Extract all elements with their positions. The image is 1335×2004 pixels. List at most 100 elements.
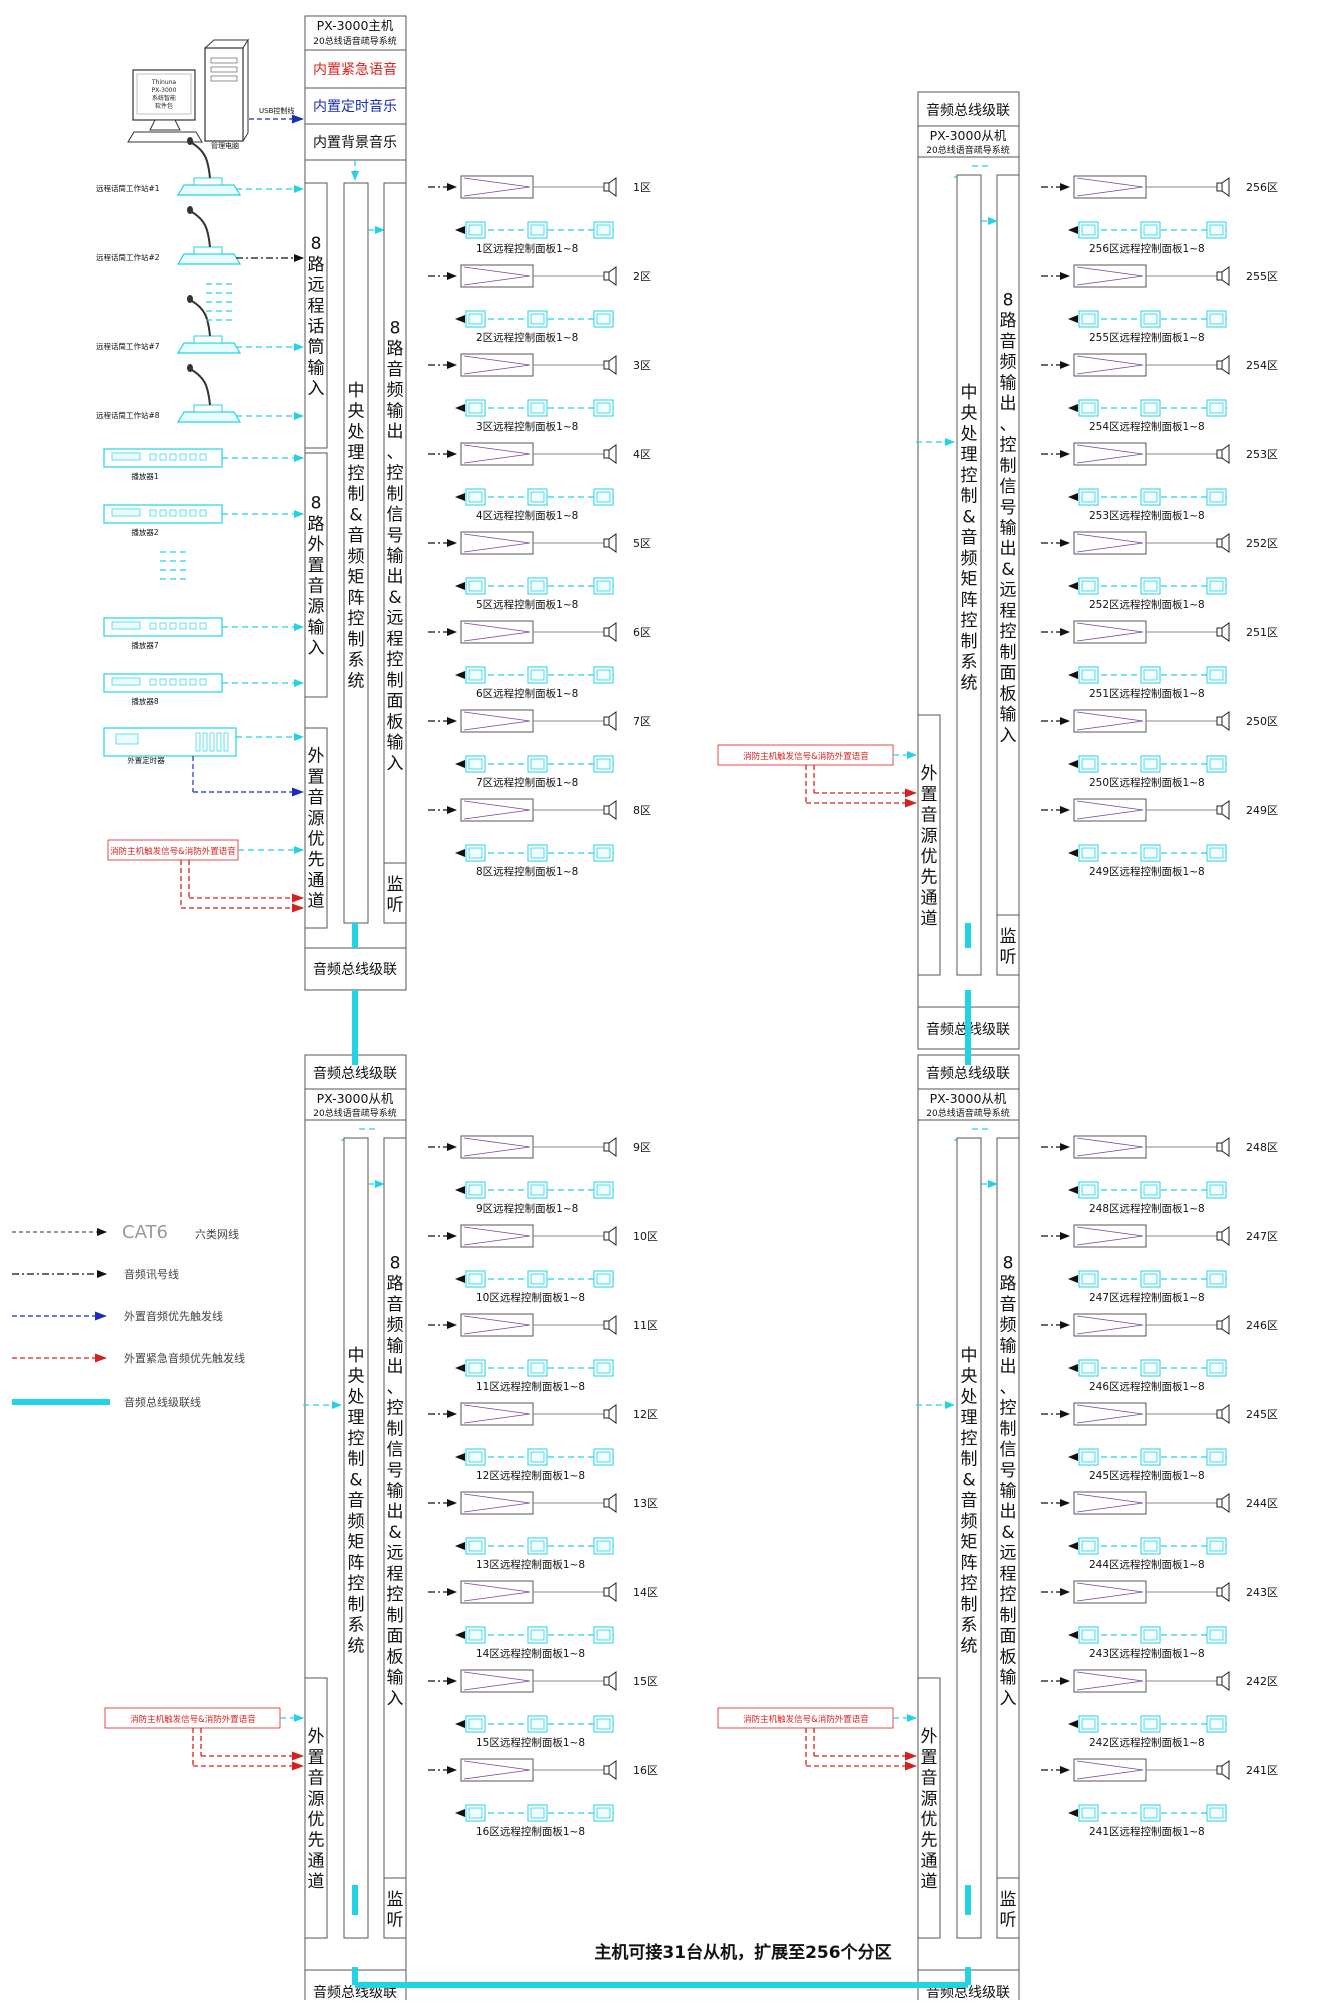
vertical-char: 程 bbox=[387, 1564, 404, 1584]
vertical-char: 板 bbox=[387, 712, 404, 732]
amplifier-icon bbox=[1076, 1226, 1144, 1246]
vertical-char: 外 bbox=[921, 764, 938, 784]
control-panel-icon bbox=[1209, 669, 1224, 681]
vertical-char: 处 bbox=[961, 1387, 978, 1407]
vertical-char: 信 bbox=[1000, 477, 1017, 497]
vertical-char: 程 bbox=[387, 629, 404, 649]
speaker-icon bbox=[608, 711, 617, 731]
speaker-icon bbox=[603, 1676, 610, 1686]
player-button-icon bbox=[159, 453, 167, 461]
panel-label: 250区远程控制面板1~8 bbox=[1089, 776, 1205, 789]
zone-label: 16区 bbox=[633, 1764, 658, 1777]
vertical-char: 控 bbox=[348, 1574, 365, 1594]
vertical-char: 系 bbox=[348, 651, 365, 671]
monitor-box bbox=[996, 1877, 1020, 1939]
vertical-char: 系 bbox=[348, 1616, 365, 1636]
vertical-char: 处 bbox=[348, 1387, 365, 1407]
control-panel-icon bbox=[1081, 224, 1096, 236]
vertical-char: 输 bbox=[387, 733, 404, 753]
monitor-label: 监听 bbox=[387, 875, 404, 916]
player-button-icon bbox=[159, 678, 167, 686]
amplifier-icon bbox=[1076, 1760, 1144, 1780]
panel-label: 255区远程控制面板1~8 bbox=[1089, 331, 1205, 344]
vertical-char: 远 bbox=[308, 276, 325, 296]
control-panel-icon bbox=[1081, 1184, 1096, 1196]
mic-label: 远程话筒工作站#2 bbox=[96, 252, 160, 262]
pc-tower-icon bbox=[204, 38, 249, 142]
timer-button-icon bbox=[195, 732, 201, 752]
vertical-char: 中 bbox=[961, 1346, 978, 1366]
vertical-char: 制 bbox=[1000, 456, 1017, 476]
vertical-char: 道 bbox=[308, 892, 325, 912]
vertical-char: 出 bbox=[1000, 394, 1017, 414]
vertical-char: 理 bbox=[961, 1408, 978, 1428]
vertical-char: 号 bbox=[387, 1461, 404, 1481]
vertical-char: 源 bbox=[921, 1789, 938, 1809]
vertical-char: 央 bbox=[961, 1367, 978, 1387]
vertical-char: 8 bbox=[390, 318, 401, 338]
panel-label: 2区远程控制面板1~8 bbox=[476, 331, 578, 344]
monitor-stand-icon bbox=[149, 119, 181, 131]
drive-bay-icon bbox=[210, 66, 238, 73]
control-panel-icon bbox=[1081, 1451, 1096, 1463]
control-panel-icon bbox=[468, 669, 483, 681]
vertical-char: 制 bbox=[348, 1595, 365, 1615]
pc-screen-text: PX-3000 bbox=[152, 87, 177, 94]
control-panel-icon bbox=[1143, 1451, 1158, 1463]
speaker-icon bbox=[1216, 1320, 1223, 1330]
screen-icon bbox=[136, 73, 192, 115]
panel-label: 247区远程控制面板1~8 bbox=[1089, 1291, 1205, 1304]
speaker-icon bbox=[1221, 1760, 1230, 1780]
speaker-icon bbox=[608, 1760, 617, 1780]
host-title: PX-3000主机 bbox=[317, 18, 394, 33]
vertical-char: & bbox=[1001, 1523, 1014, 1543]
vertical-char: 路 bbox=[308, 255, 325, 275]
vertical-char: 央 bbox=[348, 1367, 365, 1387]
vertical-char: 入 bbox=[1000, 726, 1017, 746]
vertical-char: 控 bbox=[387, 1585, 404, 1605]
amplifier-icon bbox=[1076, 711, 1144, 731]
vertical-char: 、 bbox=[1000, 1378, 1017, 1398]
zone-label: 246区 bbox=[1246, 1319, 1278, 1332]
zone-label: 252区 bbox=[1246, 537, 1278, 550]
control-panel-icon bbox=[1143, 1273, 1158, 1285]
speaker-icon bbox=[608, 1582, 617, 1602]
vertical-char: 统 bbox=[961, 1636, 978, 1656]
speaker-icon bbox=[608, 177, 617, 197]
control-panel-icon bbox=[530, 580, 545, 592]
amplifier-icon bbox=[463, 1671, 531, 1691]
amplifier-icon bbox=[1076, 1137, 1144, 1157]
control-panel-icon bbox=[1081, 580, 1096, 592]
amplifier-icon bbox=[1076, 266, 1144, 286]
vertical-char: 通 bbox=[308, 1851, 325, 1871]
vertical-char: 中 bbox=[348, 381, 365, 401]
amplifier-icon bbox=[463, 533, 531, 553]
panel-label: 6区远程控制面板1~8 bbox=[476, 687, 578, 700]
vertical-char: 远 bbox=[1000, 581, 1017, 601]
mic-head-icon bbox=[187, 295, 193, 303]
vertical-char: 路 bbox=[308, 514, 325, 534]
slave-subtitle: 20总线语音疏导系统 bbox=[313, 1107, 396, 1119]
speaker-icon bbox=[603, 449, 610, 459]
control-panel-icon bbox=[468, 402, 483, 414]
vertical-char: 置 bbox=[921, 785, 938, 805]
zone-label: 256区 bbox=[1246, 181, 1278, 194]
vertical-char: 优 bbox=[308, 1810, 325, 1830]
control-panel-icon bbox=[596, 580, 611, 592]
fire-source-label: 消防主机触发信号&消防外置语音 bbox=[743, 751, 869, 762]
vertical-char: 理 bbox=[348, 443, 365, 463]
player-button-icon bbox=[179, 622, 187, 630]
player-button-icon bbox=[169, 678, 177, 686]
panel-label: 4区远程控制面板1~8 bbox=[476, 509, 578, 522]
vertical-char: 输 bbox=[1000, 1481, 1017, 1501]
vertical-char: 阵 bbox=[961, 590, 978, 610]
slave-title-box bbox=[917, 1088, 1020, 1121]
vertical-char: 制 bbox=[348, 630, 365, 650]
vertical-char: 制 bbox=[1000, 1419, 1017, 1439]
speaker-icon bbox=[1216, 1676, 1223, 1686]
